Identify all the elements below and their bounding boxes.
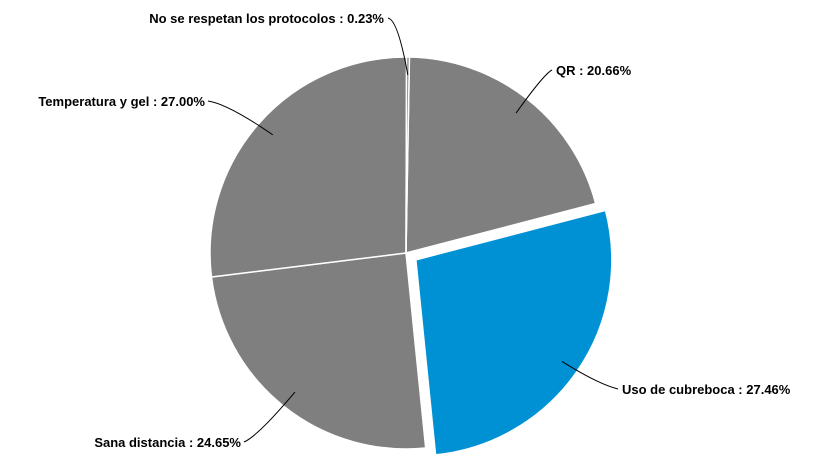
pie-slices [209, 56, 613, 456]
leader-line-temperatura-y-gel [207, 100, 274, 136]
slice-labels: QR : 20.66% Uso de cubreboca : 27.46% Sa… [38, 11, 790, 450]
leader-lines [207, 17, 619, 443]
slice-label-uso-de-cubreboca: Uso de cubreboca : 27.46% [622, 382, 791, 397]
pie-slice-no-se-respetan-los-protocolos [405, 56, 411, 254]
leader-line-uso-de-cubreboca [561, 361, 619, 390]
pie-slice-temperatura-y-gel [209, 56, 408, 278]
slice-label-sana-distancia: Sana distancia : 24.65% [94, 435, 241, 450]
leader-line-no-se-respetan-los-protocolos [387, 17, 409, 76]
slice-label-qr: QR : 20.66% [556, 63, 632, 78]
pie-slice-qr [405, 56, 597, 254]
slice-label-no-se-respetan-los-protocolos: No se respetan los protocolos : 0.23% [149, 11, 384, 26]
leader-line-qr [515, 69, 553, 114]
pie-slice-sana-distancia [210, 252, 427, 450]
leader-line-sana-distancia [243, 391, 296, 443]
slice-label-temperatura-y-gel: Temperatura y gel : 27.00% [38, 94, 205, 109]
pie-slice-uso-de-cubreboca [415, 209, 613, 456]
